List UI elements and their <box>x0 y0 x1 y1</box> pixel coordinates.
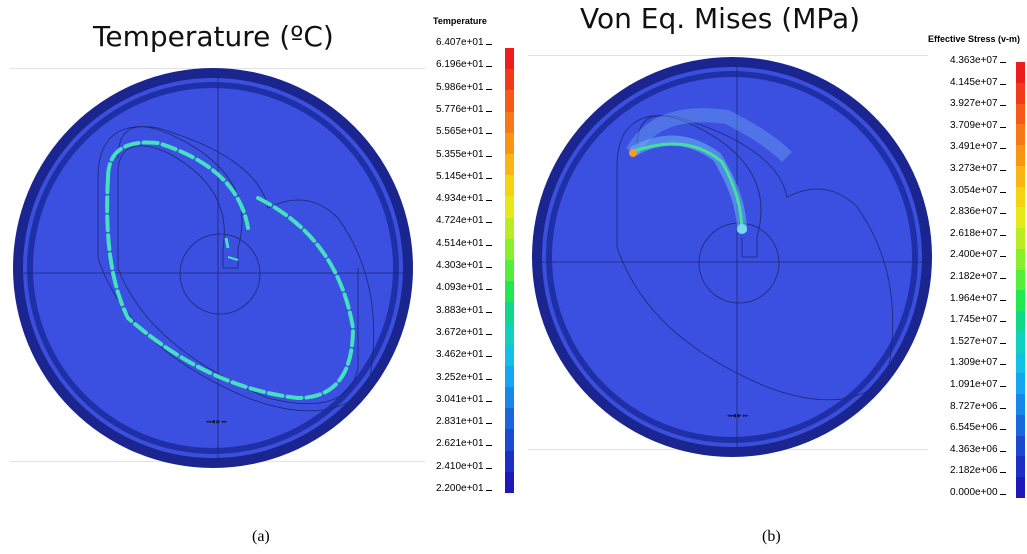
tick-label: 2.836e+07 <box>950 206 1006 217</box>
tick-label: 1.964e+07 <box>950 293 1006 304</box>
colorbar-segment <box>505 302 514 324</box>
colorbar-segment <box>1016 62 1025 83</box>
colorbar-segment <box>505 132 514 154</box>
tick-label: 3.041e+01 <box>436 394 492 405</box>
colorbar-segment <box>1016 269 1025 291</box>
tick-label: 2.200e+01 <box>436 483 492 494</box>
temperature-colorbar <box>505 48 514 493</box>
panel-b-top-divider <box>528 55 928 56</box>
colorbar-segment <box>505 281 514 303</box>
colorbar-segment <box>505 175 514 197</box>
tick-label: 2.621e+01 <box>436 438 492 449</box>
colorbar-segment <box>1016 456 1025 477</box>
tick-label: 6.407e+01 <box>436 37 492 48</box>
tick-label: 4.093e+01 <box>436 282 492 293</box>
tick-label: 2.410e+01 <box>436 461 492 472</box>
colorbar-segment <box>1016 290 1025 311</box>
temperature-disk-plot: ◂◂◀ ▶ ▸▸ <box>13 68 413 468</box>
tick-label: 1.527e+07 <box>950 336 1006 347</box>
colorbar-segment <box>505 69 514 91</box>
colorbar-segment <box>1016 311 1025 332</box>
tick-label: 2.400e+07 <box>950 249 1006 260</box>
colorbar-segment <box>505 48 514 70</box>
colorbar-segment <box>1016 82 1025 104</box>
colorbar-segment <box>505 387 514 409</box>
colorbar-segment <box>1016 477 1025 498</box>
temperature-legend-title: Temperature <box>433 16 487 26</box>
colorbar-segment <box>505 217 514 239</box>
colorbar-segment <box>1016 414 1025 436</box>
colorbar-segment <box>1016 165 1025 187</box>
tick-label: 1.309e+07 <box>950 357 1006 368</box>
colorbar-segment <box>505 90 514 112</box>
tick-label: 3.927e+07 <box>950 98 1006 109</box>
panel-a-title: Temperature (ºC) <box>93 20 334 53</box>
tick-label: 4.303e+01 <box>436 260 492 271</box>
tick-label: 1.091e+07 <box>950 379 1006 390</box>
colorbar-segment <box>505 111 514 133</box>
colorbar-segment <box>1016 394 1025 415</box>
tick-label: 5.145e+01 <box>436 171 492 182</box>
colorbar-segment <box>505 450 514 472</box>
colorbar-segment <box>505 408 514 430</box>
colorbar-segment <box>505 471 514 493</box>
tick-label: 5.986e+01 <box>436 82 492 93</box>
colorbar-segment <box>1016 435 1025 457</box>
panel-b-title: Von Eq. Mises (MPa) <box>580 2 861 35</box>
tick-label: 3.672e+01 <box>436 327 492 338</box>
tick-label: 2.618e+07 <box>950 228 1006 239</box>
colorbar-segment <box>1016 228 1025 249</box>
tick-label: 6.545e+06 <box>950 422 1006 433</box>
colorbar-segment <box>505 153 514 176</box>
colorbar-segment <box>505 323 514 345</box>
tick-label: 4.724e+01 <box>436 215 492 226</box>
svg-text:◂◂◀ ▶ ▸▸: ◂◂◀ ▶ ▸▸ <box>206 419 227 425</box>
colorbar-segment <box>1016 248 1025 270</box>
tick-label: 5.776e+01 <box>436 104 492 115</box>
tick-label: 2.182e+07 <box>950 271 1006 282</box>
colorbar-segment <box>1016 186 1025 208</box>
colorbar-segment <box>1016 352 1025 374</box>
tick-label: 3.709e+07 <box>950 120 1006 131</box>
tick-label: 4.934e+01 <box>436 193 492 204</box>
stress-legend-title: Effective Stress (v-m) <box>928 34 1021 44</box>
colorbar-segment <box>505 259 514 282</box>
tick-label: 4.363e+06 <box>950 444 1006 455</box>
colorbar-segment <box>505 238 514 260</box>
colorbar-segment <box>1016 373 1025 394</box>
colorbar-segment <box>505 196 514 218</box>
tick-label: 5.565e+01 <box>436 126 492 137</box>
tick-label: 8.727e+06 <box>950 401 1006 412</box>
colorbar-segment <box>1016 207 1025 228</box>
colorbar-segment <box>505 344 514 366</box>
colorbar-segment <box>1016 103 1025 125</box>
tick-label: 2.182e+06 <box>950 465 1006 476</box>
caption-a: (a) <box>252 528 270 545</box>
stress-disk-plot: ◂◂◀ ▶ ▸▸ <box>532 57 932 457</box>
colorbar-segment <box>1016 331 1025 353</box>
colorbar-segment <box>505 365 514 387</box>
tick-label: 4.145e+07 <box>950 77 1006 88</box>
tick-label: 6.196e+01 <box>436 59 492 70</box>
tick-label: 3.491e+07 <box>950 141 1006 152</box>
tick-label: 3.883e+01 <box>436 305 492 316</box>
colorbar-segment <box>1016 145 1025 166</box>
colorbar-segment <box>1016 124 1025 145</box>
tick-label: 0.000e+00 <box>950 487 1006 498</box>
svg-text:◂◂◀ ▶ ▸▸: ◂◂◀ ▶ ▸▸ <box>727 413 748 419</box>
tick-label: 2.831e+01 <box>436 416 492 427</box>
colorbar-segment <box>505 429 514 451</box>
tick-label: 3.462e+01 <box>436 349 492 360</box>
caption-b: (b) <box>762 528 781 545</box>
stress-colorbar <box>1016 62 1025 498</box>
tick-label: 3.054e+07 <box>950 185 1006 196</box>
tick-label: 3.252e+01 <box>436 372 492 383</box>
tick-label: 4.514e+01 <box>436 238 492 249</box>
tick-label: 5.355e+01 <box>436 149 492 160</box>
tick-label: 4.363e+07 <box>950 55 1006 66</box>
tick-label: 3.273e+07 <box>950 163 1006 174</box>
tick-label: 1.745e+07 <box>950 314 1006 325</box>
